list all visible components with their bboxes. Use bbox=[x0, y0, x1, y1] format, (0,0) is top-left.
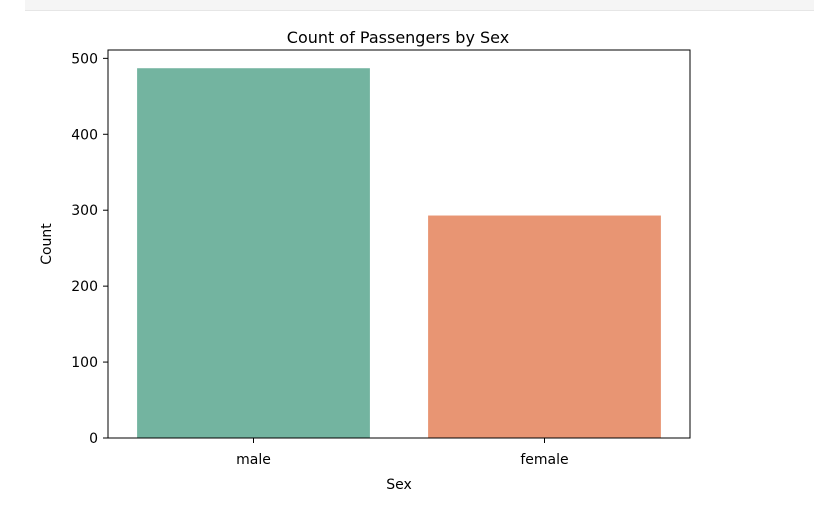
chart-title: Count of Passengers by Sex bbox=[287, 28, 509, 47]
y-tick-label: 300 bbox=[71, 203, 98, 219]
bar-female bbox=[428, 215, 661, 438]
x-tick-label: male bbox=[236, 452, 271, 468]
x-tick-label: female bbox=[520, 452, 568, 468]
bars-layer bbox=[137, 68, 661, 439]
y-tick-label: 500 bbox=[71, 51, 98, 67]
y-tick-label: 200 bbox=[71, 279, 98, 295]
notebook-cell-strip bbox=[25, 0, 814, 11]
axes-frame bbox=[107, 49, 691, 439]
y-tick-label: 0 bbox=[89, 431, 98, 447]
x-axis-label: Sex bbox=[386, 477, 412, 493]
y-axis-label: Count bbox=[39, 223, 55, 265]
y-axis: 0 100 200 300 400 500 bbox=[71, 51, 108, 447]
bar-male bbox=[137, 68, 370, 439]
y-tick-label: 400 bbox=[71, 127, 98, 143]
x-axis: male female bbox=[236, 438, 569, 468]
y-tick-label: 100 bbox=[71, 355, 98, 371]
